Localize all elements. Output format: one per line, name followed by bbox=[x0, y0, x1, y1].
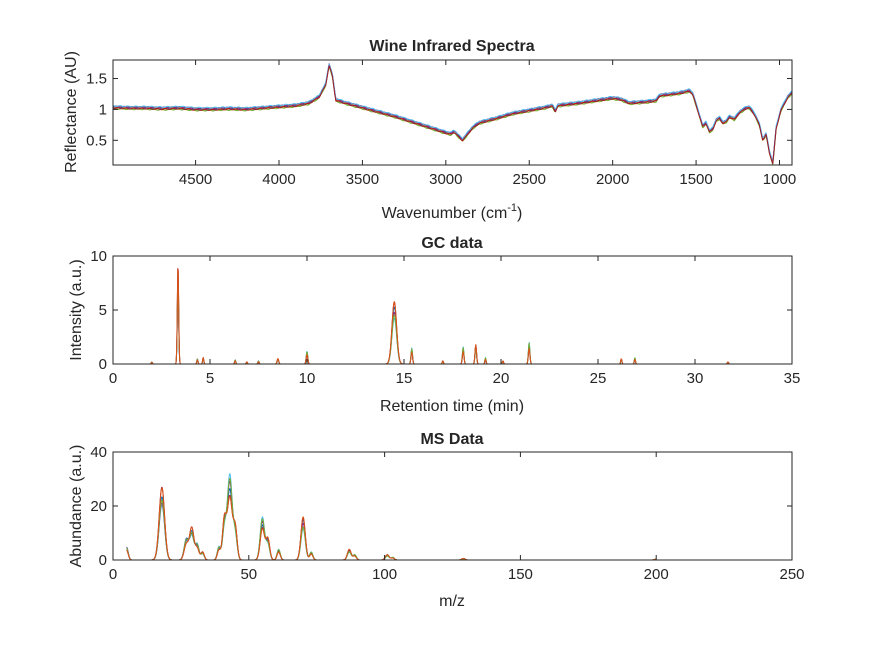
ir-x-tick-label: 3000 bbox=[429, 171, 462, 188]
gc-x-tick-label: 30 bbox=[687, 370, 704, 387]
gc-chart-title: GC data bbox=[421, 235, 482, 252]
ir-y-tick-label: 1 bbox=[99, 101, 107, 118]
gc-x-tick-label: 25 bbox=[590, 370, 607, 387]
ir-axes-box bbox=[112, 59, 793, 166]
ir-x-tick-label: 4500 bbox=[179, 171, 212, 188]
ms-x-tick-label: 0 bbox=[109, 566, 117, 583]
ir-x-tick-label: 1500 bbox=[679, 171, 712, 188]
ms-y-axis-label: Abundance (a.u.) bbox=[68, 445, 85, 568]
ir-spectra-panel: Wine Infrared Spectra 4500 4000 3500 3000 25… bbox=[63, 38, 796, 222]
ir-x-ticks: 4500 4000 3500 3000 2500 2000 1500 1000 bbox=[179, 60, 796, 188]
gc-x-axis-label: Retention time (min) bbox=[380, 398, 524, 415]
gc-x-tick-label: 5 bbox=[206, 370, 214, 387]
gc-x-tick-label: 35 bbox=[784, 370, 801, 387]
ir-x-tick-label: 3500 bbox=[346, 171, 379, 188]
ir-x-tick-label: 4000 bbox=[262, 171, 295, 188]
ms-x-axis-label: m/z bbox=[439, 593, 465, 610]
gc-x-tick-label: 0 bbox=[109, 370, 117, 387]
ms-y-tick-label: 20 bbox=[90, 498, 107, 515]
ms-y-ticks: 0 20 40 bbox=[90, 444, 792, 569]
ir-series-group bbox=[113, 63, 792, 165]
ms-x-ticks: 0 50 100 150 200 250 bbox=[109, 452, 805, 583]
gc-y-ticks: 0 5 10 bbox=[90, 248, 792, 373]
ms-x-tick-label: 150 bbox=[508, 566, 533, 583]
ms-x-tick-label: 100 bbox=[372, 566, 397, 583]
ms-panel: MS Data 0 50 100 150 200 250 0 20 40 m/z Abunda… bbox=[68, 431, 805, 610]
ir-x-axis-label-main: Wavenumber (cm bbox=[382, 205, 508, 222]
ir-y-tick-label: 1.5 bbox=[86, 71, 107, 88]
gc-x-tick-label: 15 bbox=[396, 370, 413, 387]
ir-x-axis-label: Wavenumber (cm-1) bbox=[382, 202, 523, 222]
ms-x-tick-label: 200 bbox=[644, 566, 669, 583]
ms-y-tick-label: 40 bbox=[90, 444, 107, 461]
ir-series-line-7 bbox=[113, 65, 792, 165]
gc-x-ticks: 0 5 10 15 20 25 30 35 bbox=[109, 256, 801, 387]
gc-y-tick-label: 0 bbox=[99, 356, 107, 373]
ir-y-axis-label: Reflectance (AU) bbox=[63, 51, 80, 173]
gc-series-group bbox=[118, 268, 769, 364]
ir-y-tick-label: 0.5 bbox=[86, 132, 107, 149]
ir-x-axis-label-superscript: -1 bbox=[507, 202, 517, 214]
gc-x-tick-label: 10 bbox=[299, 370, 316, 387]
ms-x-tick-label: 250 bbox=[779, 566, 804, 583]
gc-panel: GC data 0 5 10 15 20 25 30 35 0 5 10 Retention ti… bbox=[68, 235, 800, 415]
ir-x-axis-label-close: ) bbox=[517, 205, 522, 222]
gc-y-tick-label: 5 bbox=[99, 302, 107, 319]
ir-x-tick-label: 1000 bbox=[763, 171, 796, 188]
ir-y-ticks: 0.5 1 1.5 bbox=[86, 71, 792, 149]
ir-x-tick-label: 2500 bbox=[513, 171, 546, 188]
ms-y-tick-label: 0 bbox=[99, 552, 107, 569]
ms-x-tick-label: 50 bbox=[240, 566, 257, 583]
ir-x-tick-label: 2000 bbox=[596, 171, 629, 188]
ir-series-line-6 bbox=[113, 63, 792, 163]
gc-x-tick-label: 20 bbox=[493, 370, 510, 387]
gc-y-tick-label: 10 bbox=[90, 248, 107, 265]
ir-chart-title: Wine Infrared Spectra bbox=[369, 38, 534, 55]
ms-chart-title: MS Data bbox=[420, 431, 483, 448]
gc-y-axis-label: Intensity (a.u.) bbox=[68, 259, 85, 360]
gc-series-line-6 bbox=[118, 269, 769, 364]
